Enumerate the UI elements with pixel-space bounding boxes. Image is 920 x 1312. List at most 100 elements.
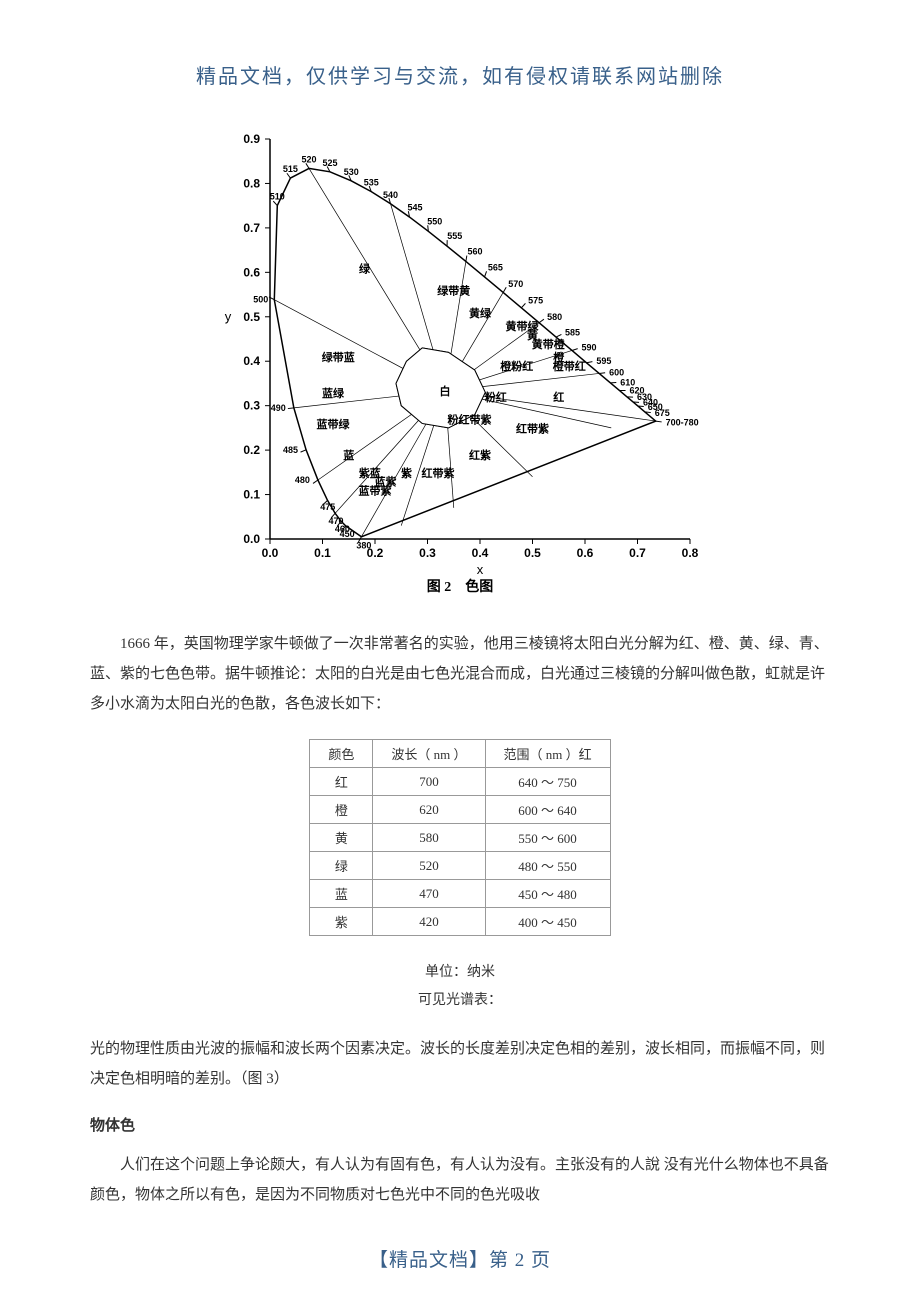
svg-text:575: 575	[528, 295, 543, 305]
table-header-cell: 范围（ nm ）红	[485, 740, 610, 768]
svg-text:585: 585	[565, 328, 580, 338]
svg-text:白: 白	[439, 384, 450, 398]
svg-text:500: 500	[253, 295, 268, 305]
svg-text:0.8: 0.8	[243, 176, 260, 190]
spectrum-table: 颜色波长（ nm ）范围（ nm ）红红700640 ～ 750橙620600 …	[309, 739, 610, 936]
svg-text:490: 490	[271, 403, 286, 413]
svg-text:545: 545	[408, 202, 423, 212]
table-row: 橙620600 ～ 640	[310, 796, 610, 824]
svg-text:380: 380	[356, 540, 371, 550]
table-cell: 450 ～ 480	[485, 880, 610, 908]
table-header-cell: 颜色	[310, 740, 373, 768]
svg-text:0.1: 0.1	[314, 546, 331, 560]
table-cell: 420	[373, 908, 485, 936]
svg-text:475: 475	[320, 502, 335, 512]
svg-text:绿: 绿	[359, 261, 371, 275]
svg-text:590: 590	[582, 342, 597, 352]
table-cell: 620	[373, 796, 485, 824]
svg-text:0.1: 0.1	[243, 488, 260, 502]
svg-text:蓝紫: 蓝紫	[375, 475, 397, 489]
svg-text:黄绿: 黄绿	[469, 306, 492, 320]
table-cell: 470	[373, 880, 485, 908]
svg-text:485: 485	[283, 445, 298, 455]
svg-text:530: 530	[344, 167, 359, 177]
table-cell: 520	[373, 852, 485, 880]
svg-text:紫: 紫	[401, 466, 412, 480]
svg-text:0.0: 0.0	[243, 532, 260, 546]
chromaticity-diagram-container: 0.00.10.20.30.40.50.60.70.80.00.10.20.30…	[90, 129, 830, 599]
svg-text:红: 红	[553, 390, 564, 404]
svg-text:粉红带紫: 粉红带紫	[448, 412, 492, 426]
footer-page: 【精品文档】第 2 页	[90, 1245, 830, 1272]
table-cell: 550 ～ 600	[485, 824, 610, 852]
table-cell: 橙	[310, 796, 373, 824]
svg-text:0.4: 0.4	[472, 546, 489, 560]
table-cell: 580	[373, 824, 485, 852]
table-row: 蓝470450 ～ 480	[310, 880, 610, 908]
svg-text:520: 520	[301, 154, 316, 164]
table-cell: 600 ～ 640	[485, 796, 610, 824]
table-header-cell: 波长（ nm ）	[373, 740, 485, 768]
svg-text:550: 550	[427, 216, 442, 226]
svg-text:0.3: 0.3	[419, 546, 436, 560]
table-cell: 480 ～ 550	[485, 852, 610, 880]
table-cell: 红	[310, 768, 373, 796]
svg-text:0.3: 0.3	[243, 399, 260, 413]
paragraph-light-props: 光的物理性质由光波的振幅和波长两个因素决定。波长的长度差别决定色相的差别，波长相…	[90, 1034, 830, 1094]
svg-text:绿带黄: 绿带黄	[437, 284, 470, 298]
table-cell: 700	[373, 768, 485, 796]
table-row: 绿520480 ～ 550	[310, 852, 610, 880]
svg-text:x: x	[477, 562, 484, 577]
svg-text:480: 480	[295, 475, 310, 485]
table-cell: 黄	[310, 824, 373, 852]
svg-text:510: 510	[270, 192, 285, 202]
svg-text:红紫: 红紫	[469, 448, 491, 462]
svg-text:蓝: 蓝	[343, 448, 354, 462]
table-cell: 640 ～ 750	[485, 768, 610, 796]
unit-caption: 单位：纳米	[90, 961, 830, 981]
svg-text:515: 515	[283, 164, 298, 174]
svg-text:红带紫: 红带紫	[422, 466, 455, 480]
svg-text:600: 600	[609, 367, 624, 377]
svg-text:粉红: 粉红	[485, 390, 507, 404]
table-row: 红700640 ～ 750	[310, 768, 610, 796]
section-title-object-color: 物体色	[90, 1114, 830, 1135]
svg-text:0.2: 0.2	[243, 443, 260, 457]
svg-text:y: y	[225, 309, 232, 324]
svg-text:0.6: 0.6	[577, 546, 594, 560]
svg-text:0.4: 0.4	[243, 354, 260, 368]
paragraph-newton: 1666 年，英国物理学家牛顿做了一次非常著名的实验，他用三棱镜将太阳白光分解为…	[90, 629, 830, 719]
table-row: 黄580550 ～ 600	[310, 824, 610, 852]
svg-text:图 2 色图: 图 2 色图	[427, 578, 494, 595]
spectrum-table-container: 颜色波长（ nm ）范围（ nm ）红红700640 ～ 750橙620600 …	[90, 739, 830, 936]
svg-text:蓝绿: 蓝绿	[322, 386, 345, 400]
table-row: 紫420400 ～ 450	[310, 908, 610, 936]
svg-text:0.5: 0.5	[524, 546, 541, 560]
svg-text:绿带蓝: 绿带蓝	[322, 350, 355, 364]
svg-text:0.9: 0.9	[243, 132, 260, 146]
svg-text:675: 675	[655, 408, 670, 418]
table-cell: 紫	[310, 908, 373, 936]
svg-text:橙粉红: 橙粉红	[500, 359, 533, 373]
svg-text:525: 525	[322, 158, 337, 168]
svg-text:560: 560	[467, 247, 482, 257]
svg-text:595: 595	[596, 356, 611, 366]
svg-text:0.7: 0.7	[629, 546, 646, 560]
header-notice: 精品文档，仅供学习与交流，如有侵权请联系网站删除	[90, 60, 830, 89]
table-cell: 绿	[310, 852, 373, 880]
svg-text:540: 540	[383, 190, 398, 200]
svg-text:580: 580	[547, 312, 562, 322]
svg-text:红带紫: 红带紫	[516, 421, 549, 435]
table-cell: 400 ～ 450	[485, 908, 610, 936]
svg-text:0.7: 0.7	[243, 221, 260, 235]
paragraph-object-color: 人们在这个问题上争论颇大，有人认为有固有色，有人认为没有。主张没有的人說 没有光…	[90, 1150, 830, 1210]
svg-text:0.8: 0.8	[682, 546, 699, 560]
svg-text:蓝带绿: 蓝带绿	[317, 417, 351, 431]
svg-text:0.6: 0.6	[243, 265, 260, 279]
chromaticity-diagram: 0.00.10.20.30.40.50.60.70.80.00.10.20.30…	[210, 129, 710, 599]
svg-text:470: 470	[328, 516, 343, 526]
svg-text:700-780: 700-780	[666, 418, 699, 428]
svg-text:535: 535	[364, 178, 379, 188]
svg-text:555: 555	[447, 231, 462, 241]
svg-text:565: 565	[488, 263, 503, 273]
